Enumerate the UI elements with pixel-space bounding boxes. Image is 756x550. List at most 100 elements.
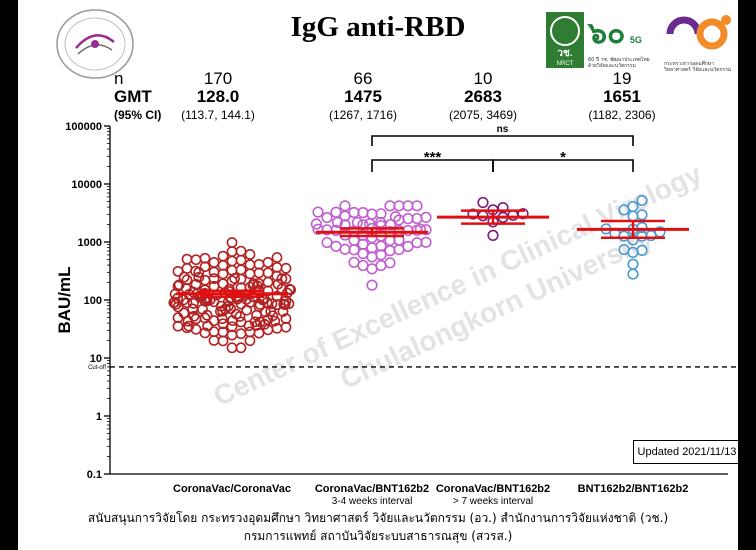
data-point: [393, 243, 405, 256]
group-gmt: 1475: [344, 87, 382, 106]
data-point: [321, 236, 333, 249]
data-point: [636, 194, 648, 207]
x-category-sublabel: > 7 weeks interval: [453, 496, 533, 507]
data-point: [188, 310, 200, 322]
y-tick-label: 1000: [78, 237, 102, 249]
y-tick-label: 10000: [71, 179, 102, 191]
data-point: [271, 261, 283, 273]
data-point: [277, 306, 289, 317]
y-tick-label: 0.1: [87, 469, 102, 481]
data-point: [244, 268, 256, 280]
data-point: [384, 257, 396, 269]
data-point: [181, 253, 193, 265]
nrct-logo-icon: วช. NRCT: [546, 12, 584, 68]
data-point: [187, 297, 199, 309]
y-tick-label: 100: [84, 295, 102, 307]
data-point: [636, 221, 648, 234]
data-point: [339, 200, 351, 212]
data-point: [348, 206, 360, 219]
group-n: 66: [354, 69, 373, 88]
data-point: [199, 252, 211, 264]
data-point: [402, 224, 414, 237]
data-point: [226, 342, 238, 354]
x-category-label: CoronaVac/CoronaVac: [173, 483, 291, 495]
data-point: [366, 263, 378, 275]
group-n: 19: [613, 69, 632, 88]
slide: IgG anti-RBD Center of Excellence in Clin…: [18, 0, 741, 550]
data-point: [271, 290, 283, 302]
data-point: [226, 255, 238, 267]
data-point: [208, 273, 220, 285]
data-point: [244, 249, 256, 260]
data-point: [230, 308, 242, 320]
data-point: [627, 200, 639, 213]
data-point: [226, 264, 238, 276]
x-category-label: BNT162b2/BNT162b2: [578, 483, 689, 495]
data-point: [271, 252, 283, 263]
data-point: [357, 238, 369, 250]
x-category-sublabel: 3-4 weeks interval: [332, 496, 413, 507]
funding-footer-line1: สนับสนุนการวิจัยโดย กระทรวงอุดมศึกษา วิท…: [87, 511, 669, 525]
group-ci: (2075, 3469): [449, 108, 517, 122]
group-ci: (1267, 1716): [329, 108, 397, 122]
data-point: [266, 298, 278, 310]
data-point: [262, 267, 274, 279]
data-point: [321, 211, 333, 224]
data-point: [497, 202, 509, 214]
data-point: [357, 248, 369, 260]
data-point: [420, 236, 432, 248]
data-point: [339, 243, 351, 255]
x-category-label: CoronaVac/BNT162b2: [315, 483, 429, 495]
data-point: [216, 313, 228, 325]
data-point: [507, 209, 519, 221]
data-point: [375, 208, 387, 220]
data-point: [467, 208, 479, 220]
igg-scatter-chart: IgG anti-RBD Center of Excellence in Clin…: [55, 11, 736, 507]
data-point: [235, 342, 247, 354]
data-point: [173, 279, 185, 291]
data-point: [257, 294, 269, 306]
group-gmt: 128.0: [197, 87, 240, 106]
data-point: [217, 250, 229, 262]
mhesi-logo-icon: กระทรวงการอุดมศึกษา วิทยาศาสตร์ วิจัยและ…: [664, 12, 734, 74]
group-ci: (1182, 2306): [588, 108, 655, 122]
data-point: [269, 315, 281, 327]
data-point: [193, 271, 205, 283]
chart-title: IgG anti-RBD: [291, 11, 466, 43]
cutoff-label: Cut-off: [88, 365, 106, 371]
data-point: [351, 216, 363, 229]
data-point: [217, 278, 229, 290]
data-point: [244, 326, 256, 338]
data-point: [181, 263, 193, 274]
data-point: [178, 294, 189, 306]
x-category-label: CoronaVac/BNT162b2: [436, 483, 550, 495]
data-point: [627, 258, 639, 270]
data-point: [357, 259, 369, 272]
data-point: [244, 259, 256, 271]
data-point: [384, 200, 396, 212]
data-point: [411, 200, 423, 212]
data-point: [357, 219, 369, 231]
y-tick-label: 10: [90, 353, 102, 365]
data-point: [283, 298, 295, 310]
data-point: [280, 295, 292, 306]
group-gmt: 1651: [603, 87, 641, 106]
data-point: [414, 223, 426, 235]
data-point: [627, 268, 639, 280]
data-point: [366, 279, 378, 291]
data-point: [636, 244, 648, 257]
data-point: [208, 257, 220, 268]
data-point: [402, 240, 414, 253]
data-point: [389, 211, 402, 223]
watermark: Center of Excellence in Clinical Virolog…: [209, 158, 707, 412]
header-gmt-label: GMT: [114, 87, 152, 106]
data-point: [208, 326, 220, 338]
data-point: [226, 246, 238, 257]
data-point: [366, 242, 378, 254]
data-point: [402, 213, 414, 225]
data-point: [618, 243, 630, 256]
group-n: 170: [204, 69, 232, 88]
funding-footer-line2: กรมการแพทย์ สถาบันวิจัยระบบสาธารณสุข (สว…: [243, 529, 513, 543]
data-point: [402, 200, 414, 212]
group-gmt: 2683: [464, 87, 502, 106]
